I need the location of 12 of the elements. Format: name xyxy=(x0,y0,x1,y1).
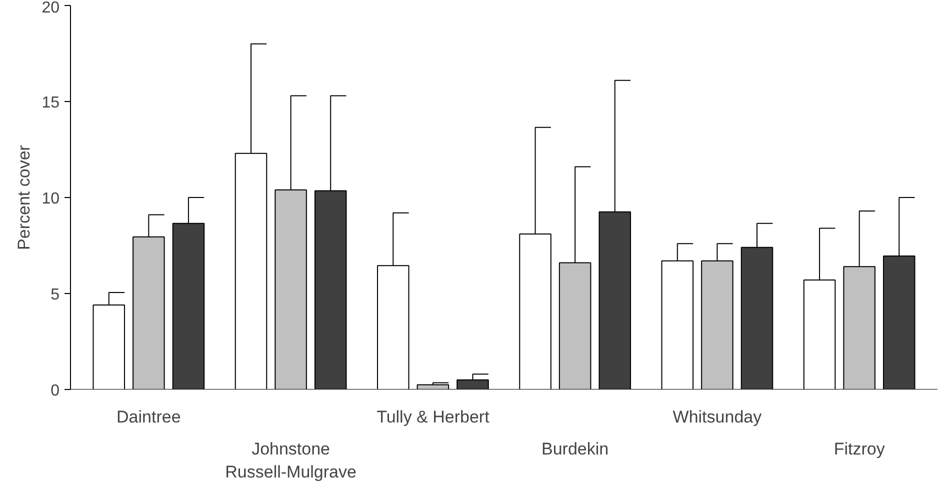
y-tick-label: 5 xyxy=(50,286,60,304)
x-tick-label: Whitsunday xyxy=(672,408,762,426)
x-tick-label: Johnstone Russell-Mulgrave xyxy=(225,440,356,482)
x-tick-label: Tully & Herbert xyxy=(376,408,490,426)
y-axis-title: Percent cover xyxy=(14,144,34,250)
x-tick-label: Fitzroy xyxy=(834,440,886,458)
y-tick-label: 20 xyxy=(42,0,60,16)
x-tick-label: Burdekin xyxy=(542,440,609,458)
x-tick-label: Daintree xyxy=(116,408,181,426)
y-tick-label: 10 xyxy=(42,190,60,208)
y-tick-label: 15 xyxy=(42,94,60,112)
y-tick-label: 0 xyxy=(50,382,60,400)
